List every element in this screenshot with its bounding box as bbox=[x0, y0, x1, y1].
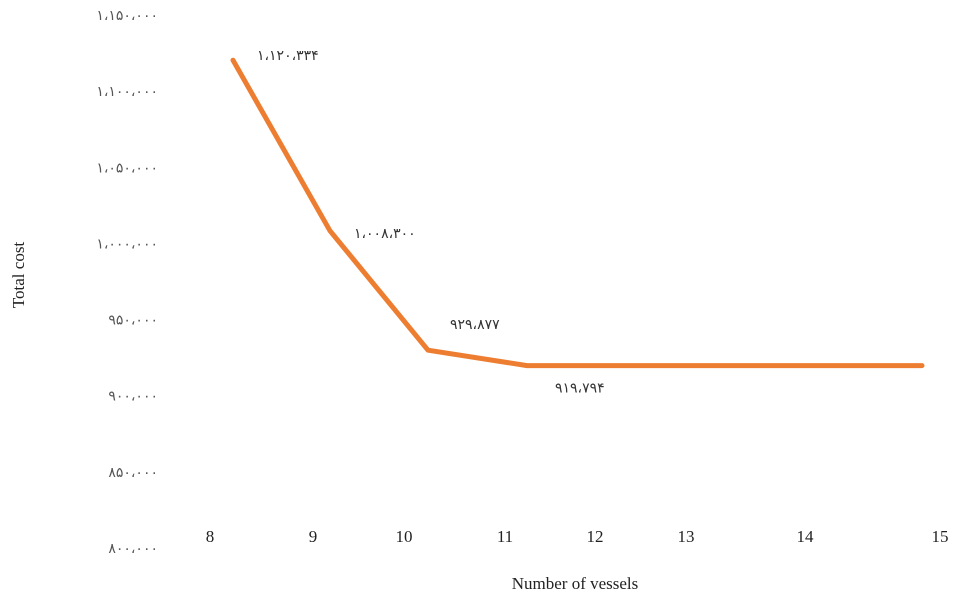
y-tick-label: ۱،۱۵۰،۰۰۰ bbox=[96, 8, 158, 24]
y-tick-label: ۸۵۰،۰۰۰ bbox=[108, 465, 158, 481]
x-tick-label: 10 bbox=[396, 527, 413, 546]
x-tick-label: 14 bbox=[797, 527, 815, 546]
x-tick-label: 9 bbox=[309, 527, 318, 546]
x-tick-label: 11 bbox=[497, 527, 513, 546]
series-line bbox=[230, 57, 925, 369]
data-label: ۱،۱۲۰،۳۳۴ bbox=[257, 48, 319, 64]
series-layer bbox=[230, 57, 925, 369]
x-tick-label: 13 bbox=[678, 527, 695, 546]
x-tick-label: 15 bbox=[932, 527, 949, 546]
x-axis-title: Number of vessels bbox=[512, 574, 639, 593]
data-label: ۹۱۹،۷۹۴ bbox=[555, 381, 605, 397]
x-axis-ticks: 8 9 10 11 12 13 14 15 bbox=[206, 527, 949, 546]
y-tick-label: ۹۵۰،۰۰۰ bbox=[108, 313, 158, 329]
y-tick-label: ۱،۱۰۰،۰۰۰ bbox=[96, 84, 158, 100]
y-axis-title: Total cost bbox=[9, 242, 28, 309]
data-labels: ۱،۱۲۰،۳۳۴ ۱،۰۰۸،۳۰۰ ۹۲۹،۸۷۷ ۹۱۹،۷۹۴ bbox=[257, 48, 605, 397]
y-axis-ticks: ۸۰۰،۰۰۰ ۸۵۰،۰۰۰ ۹۰۰،۰۰۰ ۹۵۰،۰۰۰ ۱،۰۰۰،۰۰۰ ۱،۰… bbox=[96, 8, 158, 557]
data-label: ۱،۰۰۸،۳۰۰ bbox=[354, 226, 416, 242]
y-tick-label: ۸۰۰،۰۰۰ bbox=[108, 541, 158, 557]
y-tick-label: ۱،۰۰۰،۰۰۰ bbox=[96, 236, 158, 252]
y-tick-label: ۱،۰۵۰،۰۰۰ bbox=[96, 160, 158, 176]
y-tick-label: ۹۰۰،۰۰۰ bbox=[108, 389, 158, 405]
x-tick-label: 12 bbox=[587, 527, 604, 546]
data-label: ۹۲۹،۸۷۷ bbox=[450, 317, 500, 333]
x-tick-label: 8 bbox=[206, 527, 215, 546]
